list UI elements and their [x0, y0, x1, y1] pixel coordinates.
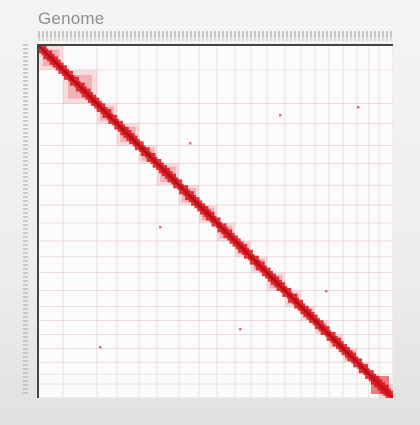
off-diagonal-contact	[325, 290, 328, 293]
off-diagonal-contact	[239, 328, 242, 331]
top-axis-ruler	[38, 31, 392, 37]
top-axis-ruler-shadow	[38, 35, 392, 41]
genome-title: Genome	[38, 9, 105, 28]
terminal-block	[371, 376, 389, 394]
off-diagonal-contact	[279, 114, 282, 117]
contact-map-heatmap	[39, 46, 393, 398]
off-diagonal-contact	[99, 346, 102, 349]
contact-map	[37, 44, 393, 398]
diagonal-line	[39, 46, 393, 398]
off-diagonal-contact	[189, 142, 192, 145]
off-diagonal-contact	[357, 106, 360, 109]
left-axis-ruler	[23, 44, 28, 396]
off-diagonal-contact	[159, 226, 162, 229]
